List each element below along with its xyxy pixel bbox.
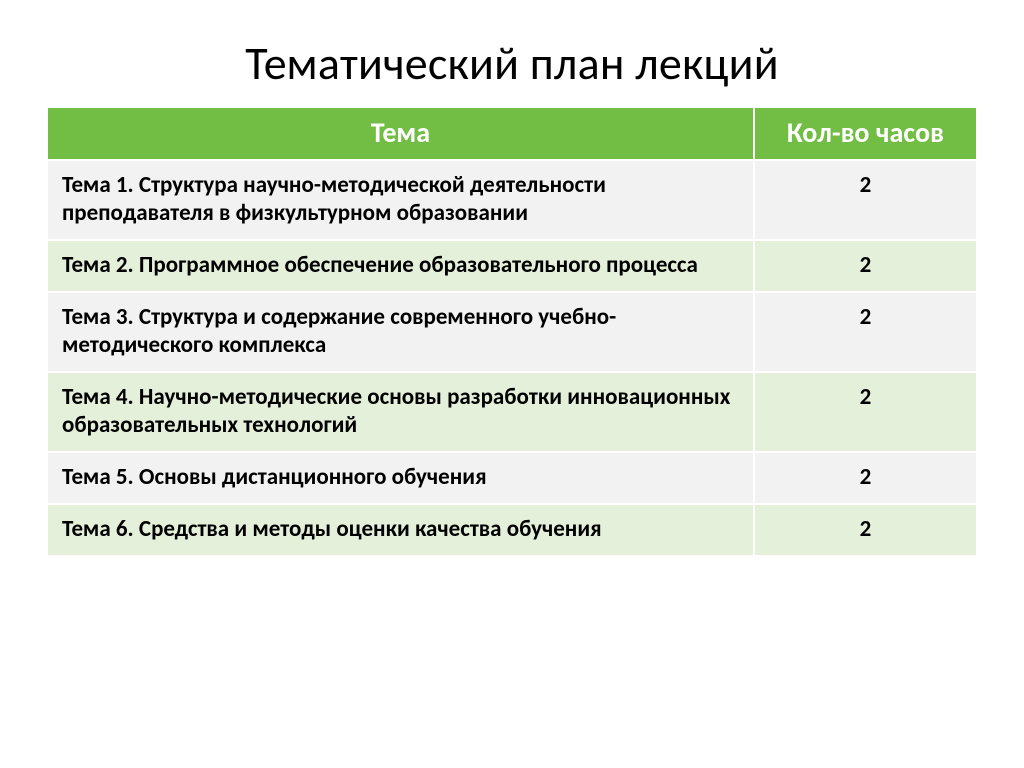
cell-topic: Тема 6. Средства и методы оценки качеств…: [47, 504, 754, 556]
col-header-hours: Кол-во часов: [754, 107, 977, 160]
cell-hours: 2: [754, 292, 977, 372]
cell-topic: Тема 2. Программное обеспечение образова…: [47, 240, 754, 292]
table-row: Тема 5. Основы дистанционного обучения 2: [47, 452, 977, 504]
lecture-plan-table: Тема Кол-во часов Тема 1. Структура науч…: [46, 106, 978, 557]
cell-topic: Тема 5. Основы дистанционного обучения: [47, 452, 754, 504]
cell-hours: 2: [754, 452, 977, 504]
cell-topic: Тема 1. Структура научно-методической де…: [47, 160, 754, 240]
table-row: Тема 3. Структура и содержание современн…: [47, 292, 977, 372]
slide: Тематический план лекций Тема Кол-во час…: [0, 0, 1024, 768]
cell-hours: 2: [754, 372, 977, 452]
cell-topic: Тема 4. Научно-методические основы разра…: [47, 372, 754, 452]
col-header-topic: Тема: [47, 107, 754, 160]
table-row: Тема 1. Структура научно-методической де…: [47, 160, 977, 240]
table-header-row: Тема Кол-во часов: [47, 107, 977, 160]
table-row: Тема 2. Программное обеспечение образова…: [47, 240, 977, 292]
cell-hours: 2: [754, 504, 977, 556]
cell-topic: Тема 3. Структура и содержание современн…: [47, 292, 754, 372]
slide-title: Тематический план лекций: [46, 36, 978, 92]
table-row: Тема 6. Средства и методы оценки качеств…: [47, 504, 977, 556]
cell-hours: 2: [754, 240, 977, 292]
cell-hours: 2: [754, 160, 977, 240]
table-row: Тема 4. Научно-методические основы разра…: [47, 372, 977, 452]
